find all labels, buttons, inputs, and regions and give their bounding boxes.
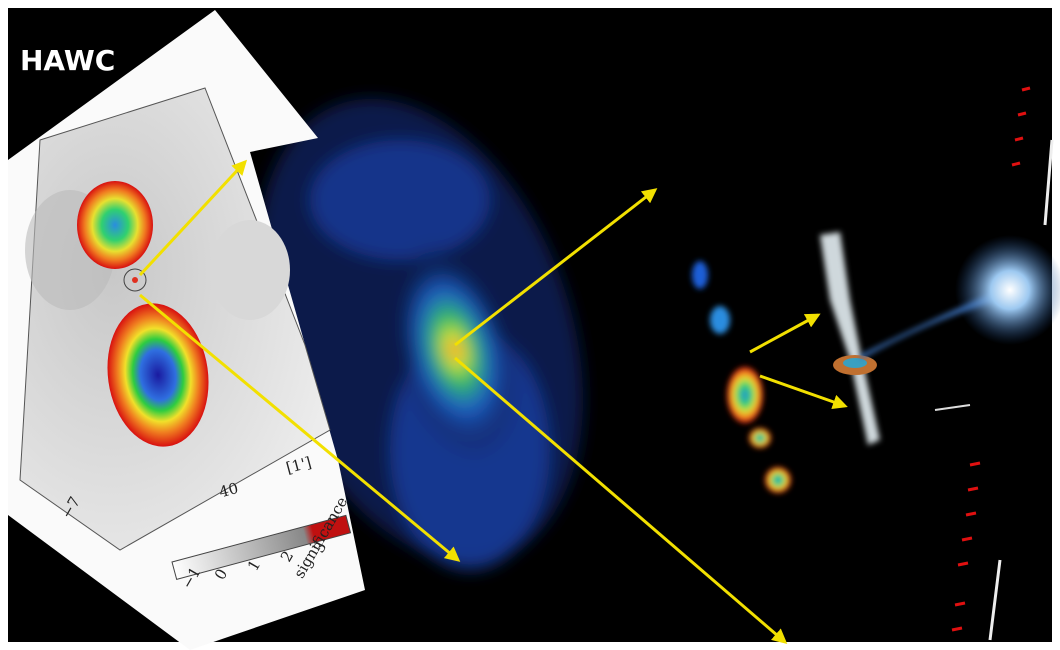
title: HAWC	[20, 44, 115, 77]
page: −7 40 [1'] significance −10123 HAWC (() …	[0, 0, 1060, 650]
scene: −7 40 [1'] significance −10123 HAWC	[0, 0, 1060, 650]
